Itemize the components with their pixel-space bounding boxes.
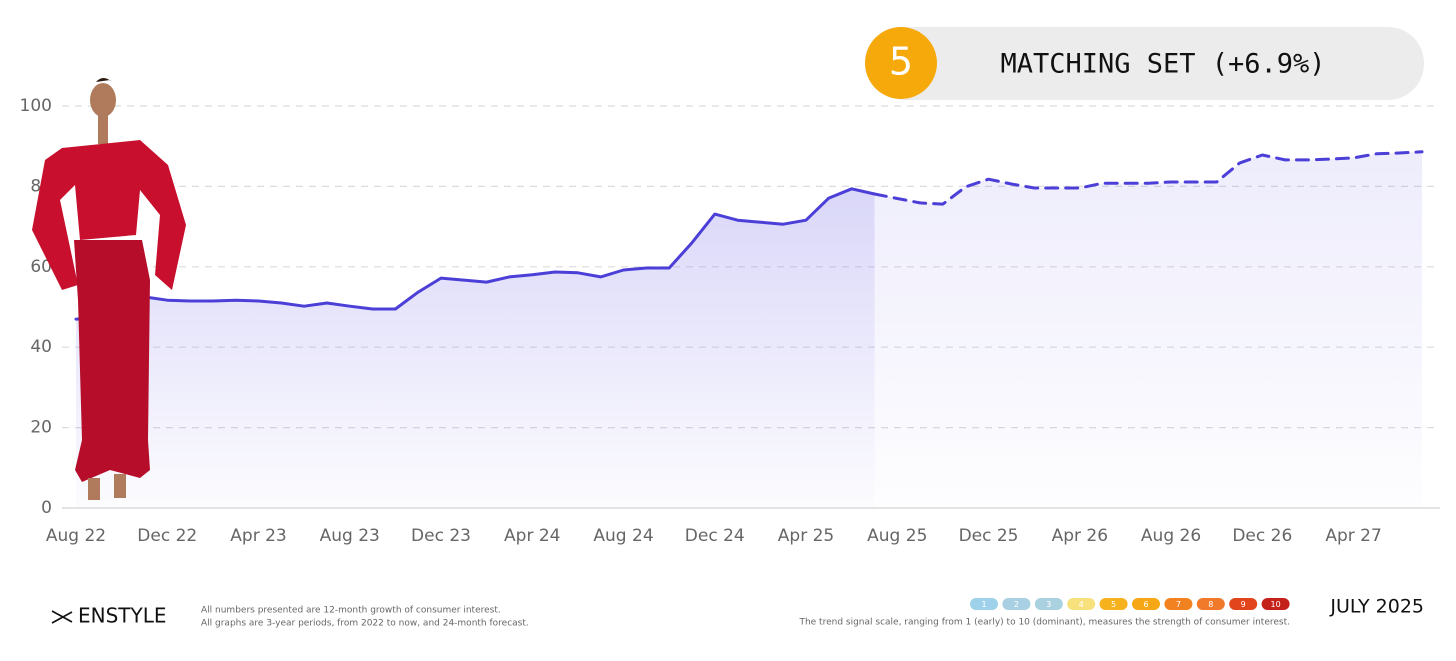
scale-pill (1067, 598, 1096, 610)
scale-pill (970, 598, 998, 610)
scale-note: The trend signal scale, ranging from 1 (… (798, 618, 1290, 628)
scale-pill (1099, 598, 1128, 610)
scale-label: 5 (1111, 600, 1116, 609)
x-tick-label: Apr 25 (778, 526, 834, 546)
scale-label: 7 (1176, 600, 1181, 609)
scale-label: 10 (1271, 600, 1281, 609)
badge-pill (868, 27, 1424, 100)
x-tick-label: Dec 22 (137, 526, 197, 546)
x-tick-label: Aug 26 (1141, 526, 1201, 546)
badge-rank: 5 (889, 40, 913, 84)
logo-text: ENSTYLE (78, 604, 167, 628)
x-tick-label: Aug 25 (867, 526, 927, 546)
scale-pill (1002, 598, 1031, 610)
logo: ENSTYLE (51, 604, 167, 628)
x-tick-label: Aug 24 (593, 526, 653, 546)
scale-label: 4 (1079, 600, 1084, 609)
series-line (873, 150, 1424, 206)
x-tick-label: Apr 27 (1325, 526, 1381, 546)
scale-pill (1034, 598, 1063, 610)
scale-label: 8 (1208, 600, 1213, 609)
y-tick-label: 20 (30, 418, 52, 438)
scale-pill (1196, 598, 1225, 610)
series-area (76, 188, 875, 509)
x-tick-label: Aug 22 (46, 526, 106, 546)
x-tick-label: Apr 26 (1052, 526, 1108, 546)
scale-label: 1 (981, 600, 986, 609)
report-date: JULY 2025 (1329, 596, 1424, 618)
scale-pill (1132, 598, 1160, 610)
badge-circle (865, 27, 937, 99)
scale-pill (1164, 598, 1193, 610)
y-tick-label: 60 (30, 257, 52, 277)
model-figure (32, 78, 186, 500)
x-tick-label: Aug 23 (320, 526, 380, 546)
y-tick-label: 0 (41, 498, 52, 518)
x-tick-label: Apr 24 (504, 526, 560, 546)
scale-label: 9 (1241, 600, 1246, 609)
footnote: All graphs are 3-year periods, from 2022… (201, 619, 529, 629)
scale-pill (1229, 598, 1258, 610)
x-tick-label: Dec 23 (411, 526, 471, 546)
scale-pill (1261, 598, 1290, 610)
footnote: All numbers presented are 12-month growt… (201, 606, 501, 616)
badge-label: MATCHING SET (+6.9%) (1000, 49, 1325, 80)
y-tick-label: 100 (20, 96, 52, 116)
y-tick-label: 40 (30, 337, 52, 357)
series-area (874, 151, 1422, 509)
x-tick-label: Dec 26 (1232, 526, 1292, 546)
scale-label: 2 (1014, 600, 1019, 609)
scale-label: 6 (1143, 600, 1148, 609)
x-tick-label: Dec 25 (959, 526, 1019, 546)
x-tick-label: Dec 24 (685, 526, 745, 546)
scale-label: 3 (1046, 600, 1051, 609)
x-tick-label: Apr 23 (230, 526, 286, 546)
series-line (74, 187, 876, 321)
